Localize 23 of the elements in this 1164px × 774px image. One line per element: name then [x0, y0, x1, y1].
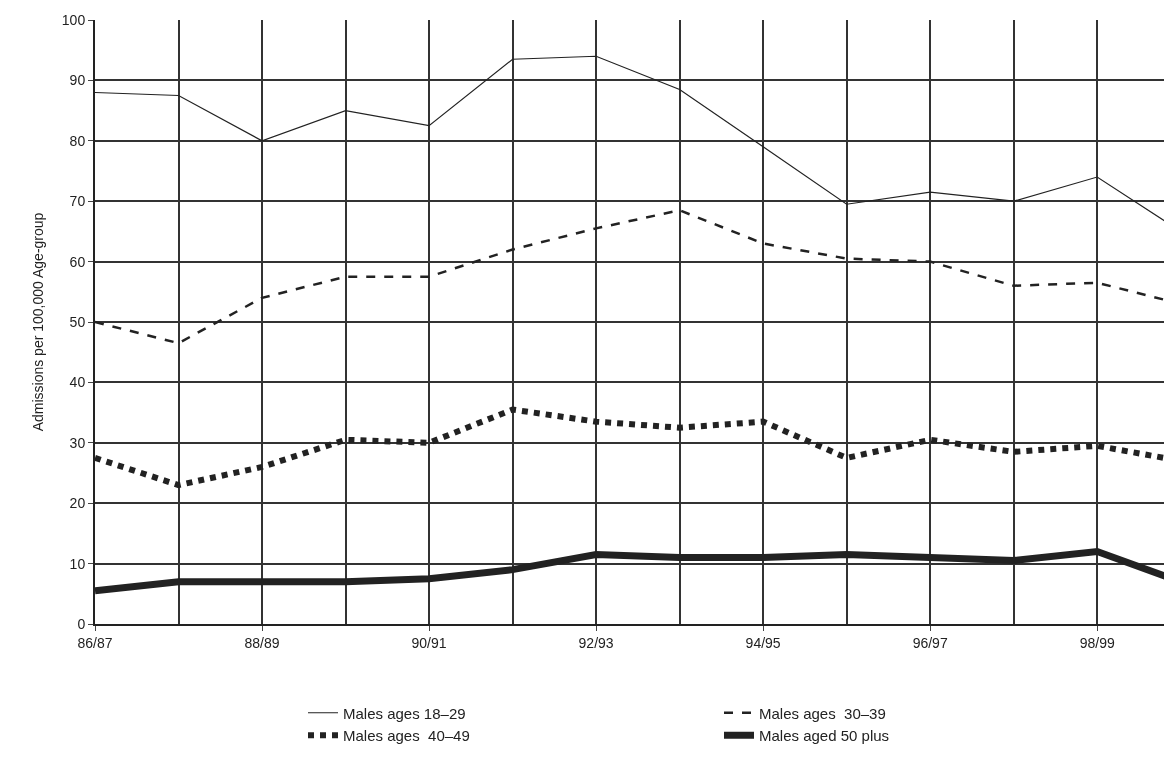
legend-label: Males ages 18–29 [343, 704, 466, 722]
y-tick-label: 60 [69, 253, 86, 270]
y-tick-label: 70 [69, 193, 86, 210]
y-tick-label: 50 [69, 313, 86, 330]
y-tick-label: 90 [69, 72, 86, 89]
y-tick-label: 100 [61, 11, 86, 28]
y-tick-label: 80 [69, 132, 86, 149]
legend-label: Males ages 30–39 [759, 704, 886, 722]
x-tick-label: 90/91 [411, 634, 447, 651]
y-tick-label: 40 [69, 374, 86, 391]
x-tick-label: 88/89 [244, 634, 280, 651]
y-tick-label: 30 [69, 434, 86, 451]
legend-label: Males ages 40–49 [343, 727, 470, 745]
y-axis-title: Admissions per 100,000 Age-group [29, 212, 46, 432]
x-tick-label: 94/95 [745, 634, 781, 651]
x-tick-label: 96/97 [912, 634, 948, 651]
x-tick-label: 92/93 [578, 634, 614, 651]
y-tick-label: 0 [77, 615, 86, 632]
y-tick-label: 10 [69, 555, 86, 572]
y-tick-label: 20 [69, 495, 86, 512]
legend-label: Males aged 50 plus [759, 727, 890, 745]
x-tick-label: 98/99 [1079, 634, 1115, 651]
x-tick-label: 86/87 [77, 634, 113, 651]
